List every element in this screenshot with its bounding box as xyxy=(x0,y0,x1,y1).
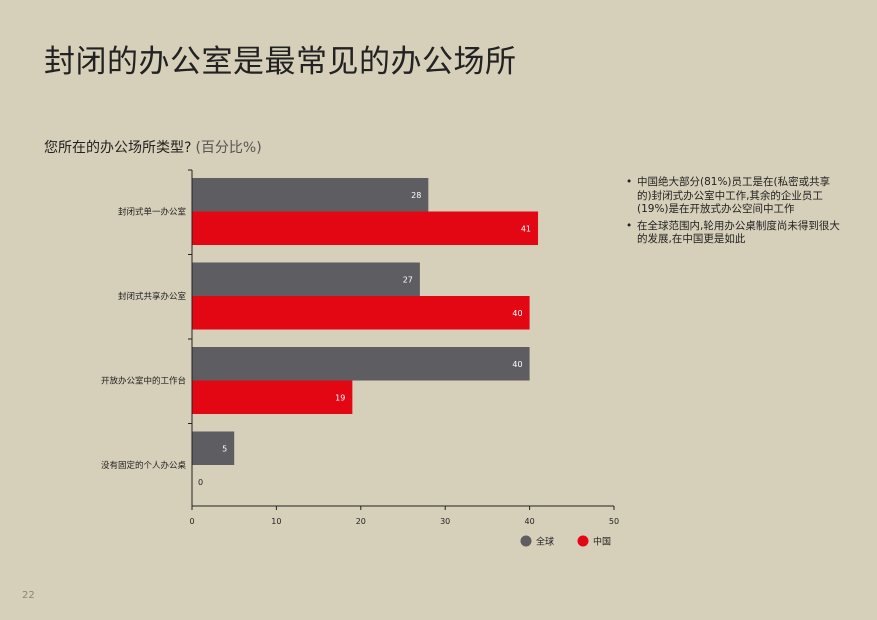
data-label: 27 xyxy=(403,275,413,284)
bar-global xyxy=(192,347,530,381)
x-tick-label: 40 xyxy=(525,517,535,526)
bar-china xyxy=(192,296,530,330)
legend-swatch xyxy=(577,535,589,547)
x-tick-label: 10 xyxy=(271,517,281,526)
page-title: 封闭的办公室是最常见的办公场所 xyxy=(44,44,517,80)
category-label: 没有固定的个人办公桌 xyxy=(101,460,187,471)
bar-global xyxy=(192,178,429,212)
bar-global xyxy=(192,262,420,296)
bar-global xyxy=(192,431,235,465)
data-label: 19 xyxy=(335,393,345,402)
question-unit: (百分比%) xyxy=(195,140,262,156)
x-tick-label: 20 xyxy=(356,517,366,526)
data-label: 40 xyxy=(512,360,522,369)
category-label: 封闭式单一办公室 xyxy=(118,207,187,218)
x-tick-label: 50 xyxy=(609,517,619,526)
data-label: 41 xyxy=(521,224,531,233)
legend-swatch xyxy=(520,535,532,547)
key-findings-list: 中国绝大部分(81%)员工是在(私密或共享的)封闭式办公室中工作,其余的企业员工… xyxy=(625,176,840,250)
data-label: 0 xyxy=(198,478,203,487)
category-label: 开放办公室中的工作台 xyxy=(101,376,186,387)
bar-china xyxy=(192,211,539,245)
finding-item: 中国绝大部分(81%)员工是在(私密或共享的)封闭式办公室中工作,其余的企业员工… xyxy=(625,176,840,217)
data-label: 28 xyxy=(411,191,421,200)
chart-question: 您所在的办公场所类型? (百分比%) xyxy=(44,137,262,157)
data-label: 5 xyxy=(222,444,227,453)
finding-item: 在全球范围内,轮用办公桌制度尚未得到很大的发展,在中国更是如此 xyxy=(625,220,840,247)
category-label: 封闭式共享办公室 xyxy=(118,291,187,302)
question-text: 您所在的办公场所类型? xyxy=(44,140,192,156)
legend-label: 中国 xyxy=(593,536,611,548)
data-label: 40 xyxy=(512,309,522,318)
x-tick-label: 0 xyxy=(189,517,194,526)
legend-label: 全球 xyxy=(536,536,554,548)
page-number: 22 xyxy=(22,590,35,601)
x-tick-label: 30 xyxy=(440,517,450,526)
bar-china xyxy=(192,380,353,414)
